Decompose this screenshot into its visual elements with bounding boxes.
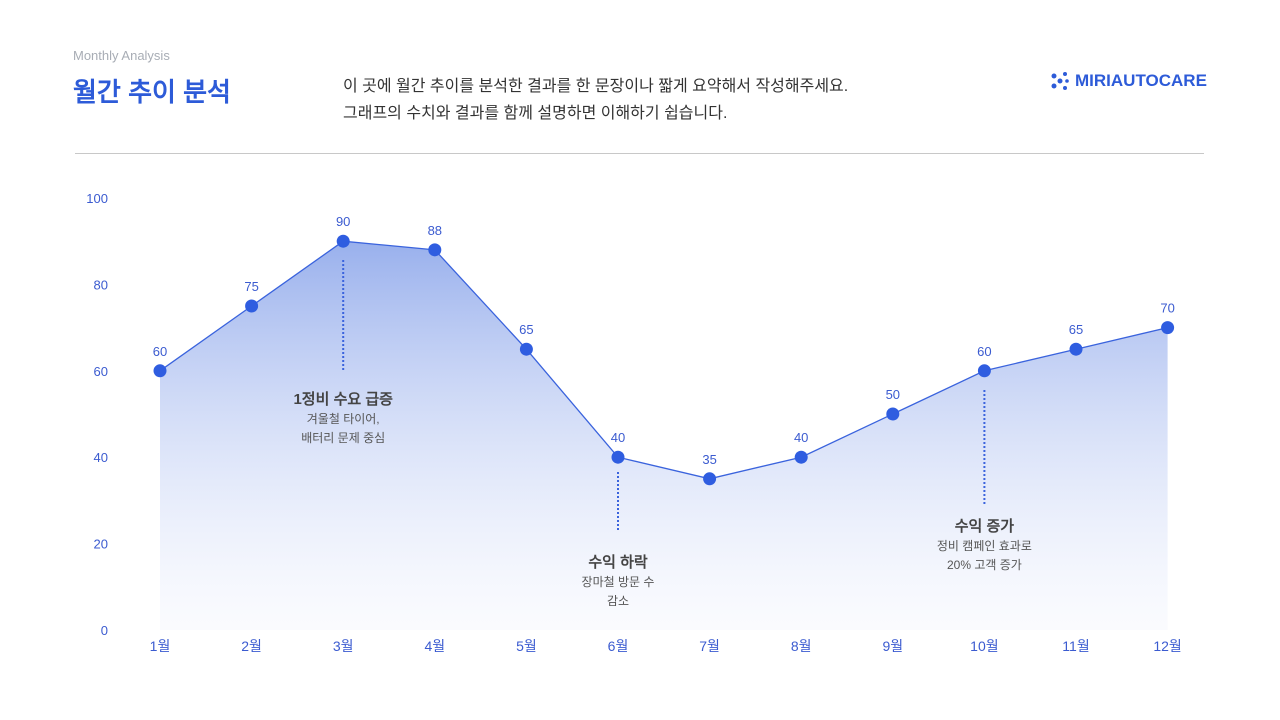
annotation-text: 배터리 문제 중심 xyxy=(301,431,385,445)
x-tick-label: 12월 xyxy=(1153,638,1181,654)
area-fill xyxy=(160,241,1168,630)
data-point xyxy=(336,234,350,248)
x-tick-label: 6월 xyxy=(608,638,629,654)
y-tick-label: 20 xyxy=(94,537,108,552)
x-tick-label: 9월 xyxy=(882,638,903,654)
summary-text: 이 곳에 월간 추이를 분석한 결과를 한 문장이나 짧게 요약해서 작성해주세… xyxy=(343,73,848,127)
data-label: 88 xyxy=(428,223,442,238)
y-tick-label: 100 xyxy=(86,191,108,206)
data-label: 70 xyxy=(1160,301,1174,316)
y-tick-label: 60 xyxy=(94,364,108,379)
data-point xyxy=(977,364,991,378)
data-label: 60 xyxy=(977,344,991,359)
page-title: 월간 추이 분석 xyxy=(73,77,231,107)
data-point xyxy=(1069,342,1083,356)
data-point xyxy=(886,407,900,421)
y-tick-label: 0 xyxy=(101,623,108,638)
annotation-text: 장마철 방문 수 xyxy=(582,575,655,589)
summary-line: 이 곳에 월간 추이를 분석한 결과를 한 문장이나 짧게 요약해서 작성해주세… xyxy=(343,78,849,95)
annotation-text: 감소 xyxy=(607,594,629,608)
summary-line: 그래프의 수치와 결과를 함께 설명하면 이해하기 쉽습니다. xyxy=(343,105,728,122)
logo: MIRIAUTOCARE xyxy=(1050,71,1207,91)
annotation-title: 1정비 수요 급증 xyxy=(293,390,393,408)
logo-icon xyxy=(1051,72,1069,90)
data-label: 65 xyxy=(1069,322,1083,337)
data-label: 40 xyxy=(794,430,808,445)
data-label: 60 xyxy=(153,344,167,359)
x-tick-label: 2월 xyxy=(241,638,262,654)
data-point xyxy=(245,299,259,313)
x-tick-label: 7월 xyxy=(699,638,720,654)
y-tick-label: 40 xyxy=(94,450,108,465)
data-label: 90 xyxy=(336,214,350,229)
data-point xyxy=(519,342,533,356)
data-point xyxy=(428,243,442,257)
annotation-text: 정비 캠페인 효과로 xyxy=(937,539,1032,553)
annotation-title: 수익 증가 xyxy=(955,517,1015,535)
data-point xyxy=(611,450,625,464)
data-label: 65 xyxy=(519,322,533,337)
x-tick-label: 10월 xyxy=(970,638,998,654)
page-subtitle: Monthly Analysis xyxy=(73,48,170,63)
x-tick-label: 11월 xyxy=(1062,638,1089,654)
annotation-title: 수익 하락 xyxy=(588,553,648,571)
data-label: 75 xyxy=(244,279,258,294)
x-tick-label: 5월 xyxy=(516,638,537,654)
annotation-text: 20% 고객 증가 xyxy=(947,558,1022,572)
y-tick-label: 80 xyxy=(94,277,108,292)
data-label: 40 xyxy=(611,430,625,445)
annotation-text: 겨울철 타이어, xyxy=(307,412,380,426)
data-label: 50 xyxy=(886,387,900,402)
data-point xyxy=(153,364,167,378)
data-point xyxy=(794,450,808,464)
data-point xyxy=(703,472,717,486)
divider xyxy=(75,153,1204,154)
x-tick-label: 8월 xyxy=(791,638,812,654)
logo-text: MIRIAUTOCARE xyxy=(1075,71,1207,90)
series-line xyxy=(159,240,1168,480)
data-point xyxy=(1161,321,1175,335)
data-label: 35 xyxy=(702,452,716,467)
x-tick-label: 1월 xyxy=(150,638,171,654)
x-tick-label: 4월 xyxy=(424,638,445,654)
x-tick-label: 3월 xyxy=(333,638,354,654)
